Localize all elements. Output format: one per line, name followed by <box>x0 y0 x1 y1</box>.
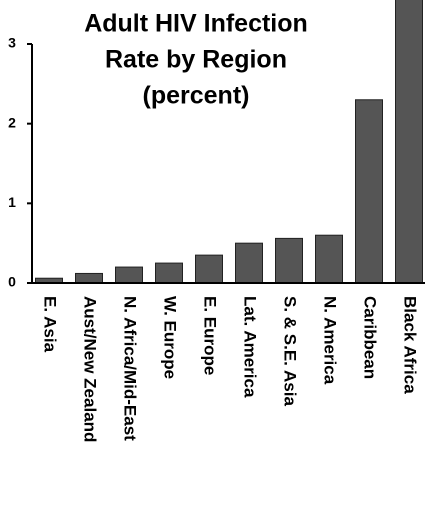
x-tick-label: Aust/New Zealand <box>81 296 100 442</box>
x-tick-label: Caribbean <box>361 296 380 379</box>
bar <box>355 99 383 284</box>
x-tick-label: E. Asia <box>41 296 60 353</box>
bar <box>75 272 103 284</box>
y-tick-label: 0 <box>8 274 16 290</box>
bar <box>395 0 423 284</box>
bar <box>315 234 343 284</box>
x-tick-label: Lat. America <box>241 296 260 398</box>
y-tick-label: 3 <box>8 35 16 51</box>
x-tick-label: N. America <box>321 296 340 385</box>
bar <box>235 242 263 284</box>
chart-title: Rate by Region <box>105 46 287 74</box>
y-tick-label: 2 <box>8 114 16 130</box>
x-tick-label: N. Africa/Mid-East <box>121 296 140 441</box>
chart-title: Adult HIV Infection <box>84 10 308 38</box>
x-tick-label: E. Europe <box>201 296 220 375</box>
bar <box>275 237 303 284</box>
x-tick-label: S. & S.E. Asia <box>281 296 300 406</box>
y-tick-label: 1 <box>8 194 16 210</box>
x-tick-label: W. Europe <box>161 296 180 379</box>
x-tick-label: Black Africa <box>401 296 420 394</box>
bar <box>115 266 143 284</box>
bar <box>155 262 183 284</box>
chart-title: (percent) <box>143 82 250 110</box>
bar <box>195 254 223 284</box>
